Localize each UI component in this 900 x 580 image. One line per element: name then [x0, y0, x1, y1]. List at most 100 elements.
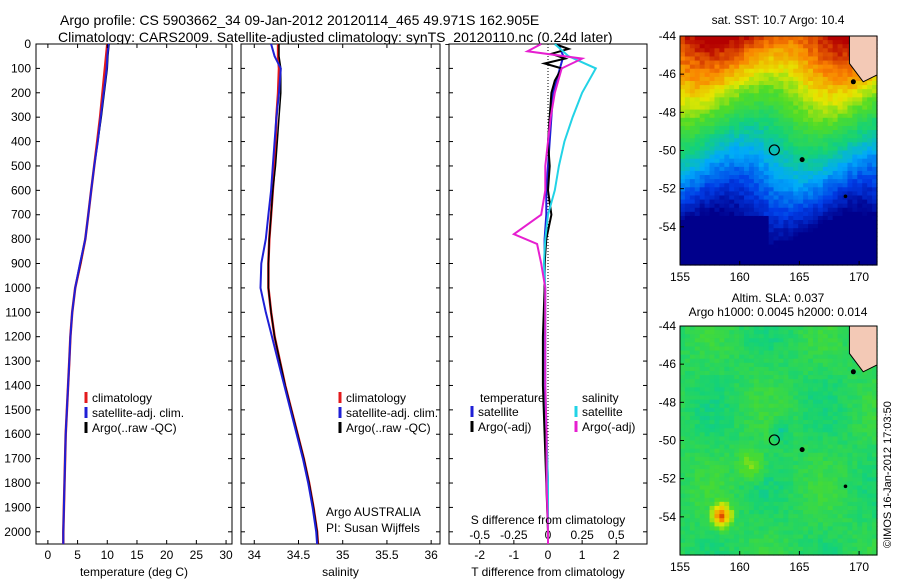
sst-cell — [842, 199, 849, 205]
sst-cell — [744, 146, 750, 152]
sla-cell — [852, 518, 858, 523]
sla-cell — [773, 505, 780, 511]
sst-cell — [689, 244, 696, 250]
sla-cell — [724, 326, 730, 331]
sst-cell — [852, 125, 858, 131]
sla-cell — [793, 485, 799, 491]
sla-cell — [744, 518, 750, 523]
sla-cell — [847, 460, 853, 466]
sst-cell — [734, 101, 740, 107]
sst-cell — [684, 113, 691, 119]
sst-cell — [803, 244, 809, 250]
sst-cell — [763, 252, 770, 258]
sst-cell — [847, 191, 853, 197]
sst-cell — [768, 244, 775, 250]
sst-cell — [744, 60, 750, 66]
sla-cell — [694, 501, 701, 507]
sst-cell — [773, 207, 780, 213]
sst-cell — [827, 60, 834, 66]
sst-cell — [719, 40, 725, 45]
sla-cell — [847, 550, 853, 556]
sst-cell — [867, 175, 873, 180]
sla-cell — [783, 460, 789, 466]
sla-cell — [798, 534, 804, 540]
sst-cell — [862, 80, 868, 86]
sla-cell — [763, 452, 770, 458]
sla-cell — [778, 391, 785, 397]
sst-cell — [709, 121, 716, 127]
sla-cell — [867, 444, 873, 450]
sst-cell — [684, 60, 691, 66]
sla-cell — [862, 469, 868, 474]
sst-cell — [832, 64, 839, 70]
sla-cell — [773, 473, 780, 478]
sst-cell — [744, 166, 750, 172]
sla-cell — [793, 362, 799, 368]
sla-cell — [773, 415, 780, 421]
sla-cell — [773, 489, 780, 495]
sla-cell — [763, 485, 770, 491]
sst-cell — [729, 93, 735, 98]
sst-cell — [699, 72, 706, 78]
sst-cell — [694, 215, 701, 221]
sst-cell — [783, 228, 789, 233]
sla-cell — [867, 530, 873, 536]
sst-cell — [803, 240, 809, 246]
sst-cell — [763, 260, 770, 266]
sst-cell — [729, 117, 735, 123]
sst-cell — [724, 125, 730, 131]
sla-cell — [724, 358, 730, 364]
sst-cell — [773, 199, 780, 205]
sla-cell — [773, 510, 780, 515]
sla-cell — [714, 538, 720, 544]
sst-cell — [832, 170, 839, 176]
sst-cell — [798, 117, 804, 123]
sla-cell — [773, 546, 780, 552]
sla-cell — [758, 550, 765, 556]
sla-cell — [748, 403, 755, 409]
sst-cell — [822, 154, 829, 160]
sla-cell — [808, 366, 814, 372]
sla-cell — [872, 387, 878, 393]
sst-cell — [862, 97, 868, 103]
sst-cell — [812, 236, 819, 242]
sst-cell — [704, 117, 711, 123]
sla-cell — [783, 399, 789, 405]
sla-cell — [684, 489, 691, 495]
sla-cell — [857, 518, 863, 523]
sst-cell — [842, 252, 849, 258]
sla-cell — [763, 510, 770, 515]
sst-cell — [817, 158, 824, 164]
sst-cell — [729, 80, 735, 86]
sla-cell — [788, 444, 794, 450]
sla-cell — [778, 342, 785, 348]
sst-cell — [837, 56, 844, 62]
sst-cell — [808, 48, 814, 53]
sst-cell — [847, 211, 853, 217]
sla-cell — [832, 350, 839, 356]
sla-cell — [744, 334, 750, 339]
sla-cell — [793, 350, 799, 356]
sst-cell — [719, 72, 725, 78]
sla-cell — [837, 444, 844, 450]
sla-cell — [689, 473, 696, 478]
sst-cell — [709, 80, 716, 86]
sla-cell — [719, 399, 725, 405]
sst-cell — [842, 232, 849, 237]
sla-cell — [803, 424, 809, 429]
sst-cell — [852, 179, 858, 184]
sla-cell — [803, 510, 809, 515]
sla-cell — [793, 452, 799, 458]
sla-cell — [709, 497, 716, 503]
diff-xlabel-s: S difference from climatology — [471, 513, 626, 527]
sst-cell — [694, 260, 701, 266]
sla-cell — [793, 330, 799, 335]
sla-cell — [699, 334, 706, 339]
sla-cell — [714, 395, 720, 401]
sla-cell — [852, 538, 858, 544]
sla-cell — [788, 448, 794, 454]
sla-cell — [739, 334, 745, 339]
sla-cell — [684, 391, 691, 397]
sst-cell — [729, 101, 735, 107]
sst-cell — [734, 142, 740, 148]
